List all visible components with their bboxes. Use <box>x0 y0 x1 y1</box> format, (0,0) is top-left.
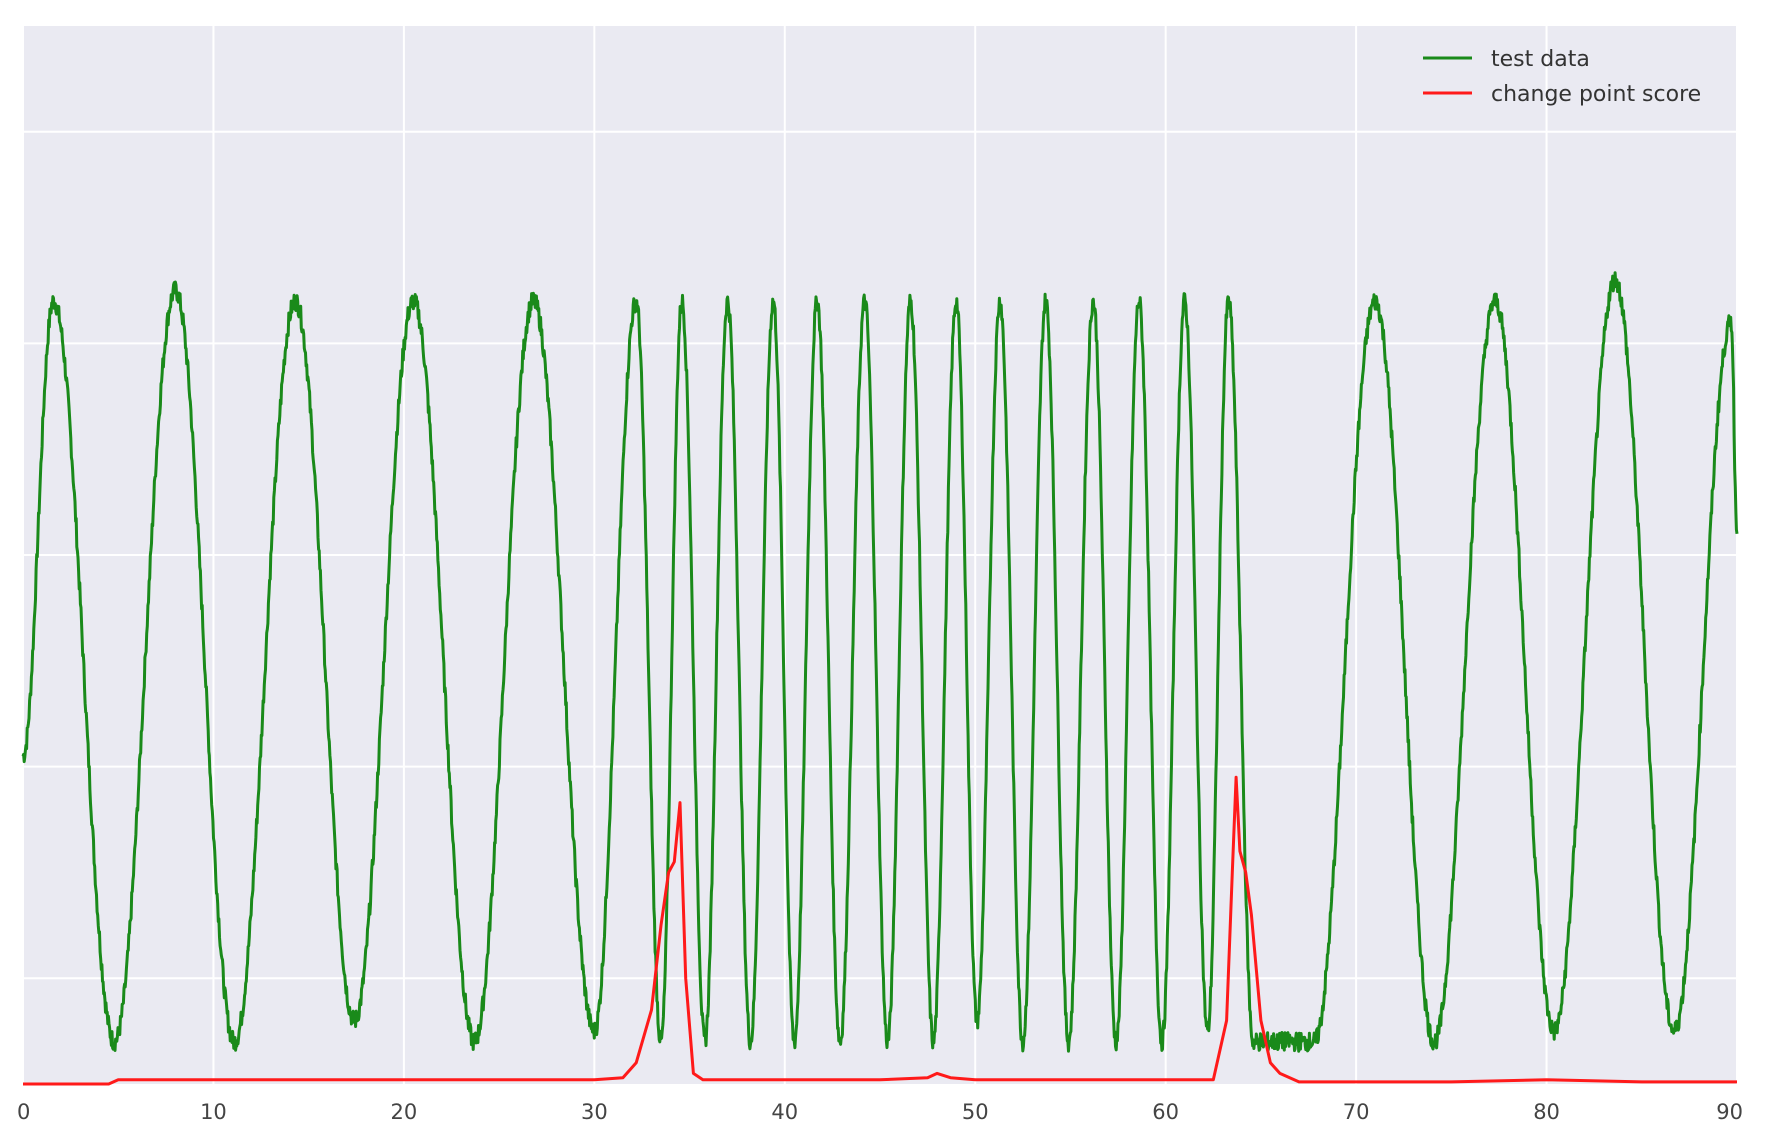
x-tick-label-0: 0 <box>17 1100 30 1124</box>
legend: test data change point score <box>1423 47 1701 107</box>
grid-lines <box>22 26 1738 1084</box>
x-tick-label-30: 30 <box>581 1100 608 1124</box>
series-line-change-point-score <box>23 775 1737 1086</box>
x-tick-label-90: 90 <box>1716 1100 1743 1124</box>
series-line-test-data <box>21 271 1739 1053</box>
x-tick-label-70: 70 <box>1343 1100 1370 1124</box>
x-tick-label-40: 40 <box>771 1100 798 1124</box>
x-tick-label-50: 50 <box>962 1100 989 1124</box>
x-tick-label-10: 10 <box>200 1100 227 1124</box>
series-layer <box>21 271 1739 1086</box>
legend-label-change-point-score: change point score <box>1491 82 1701 107</box>
x-tick-label-20: 20 <box>391 1100 418 1124</box>
x-tick-label-60: 60 <box>1152 1100 1179 1124</box>
legend-label-test-data: test data <box>1491 47 1590 72</box>
x-axis-ticks: 0 10 20 30 40 50 60 70 80 90 <box>17 1100 1743 1124</box>
x-tick-label-80: 80 <box>1533 1100 1560 1124</box>
